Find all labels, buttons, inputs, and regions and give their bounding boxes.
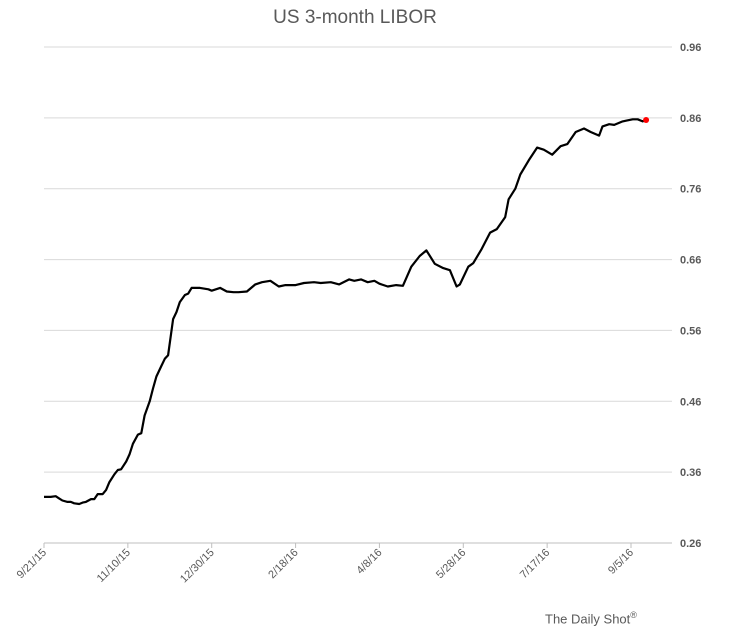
- x-tick-label: 12/30/15: [178, 547, 217, 586]
- y-tick-label: 0.96: [680, 42, 701, 54]
- gridlines: [44, 46, 672, 544]
- y-axis-ticks: 0.96 0.86 0.76 0.66 0.56 0.46 0.36 0.26: [680, 42, 701, 550]
- y-tick-label: 0.76: [680, 184, 701, 196]
- x-tick-label: 4/8/16: [354, 547, 384, 577]
- y-tick-label: 0.66: [680, 255, 701, 267]
- y-tick-label: 0.26: [680, 538, 701, 550]
- y-tick-label: 0.46: [680, 396, 701, 408]
- x-axis-ticks: 9/21/15 11/10/15 12/30/15 2/18/16 4/8/16 5/28…: [15, 543, 636, 585]
- y-tick-label: 0.36: [680, 467, 701, 479]
- x-tick-label: 11/10/15: [95, 547, 133, 585]
- registered-mark: ®: [630, 610, 637, 620]
- last-point-marker: [643, 117, 650, 123]
- x-tick-label: 9/21/15: [15, 547, 49, 581]
- x-tick-label: 7/17/16: [518, 547, 552, 581]
- x-tick-label: 2/18/16: [266, 547, 300, 581]
- series-line: [44, 118, 647, 506]
- y-tick-label: 0.56: [680, 325, 701, 337]
- y-tick-label: 0.86: [680, 113, 701, 125]
- x-tick-label: 9/5/16: [606, 547, 636, 577]
- credit: The Daily Shot®: [545, 610, 637, 626]
- chart-title: US 3-month LIBOR: [273, 7, 437, 28]
- x-tick-label: 5/28/16: [434, 547, 468, 581]
- credit-text: The Daily Shot: [545, 611, 631, 627]
